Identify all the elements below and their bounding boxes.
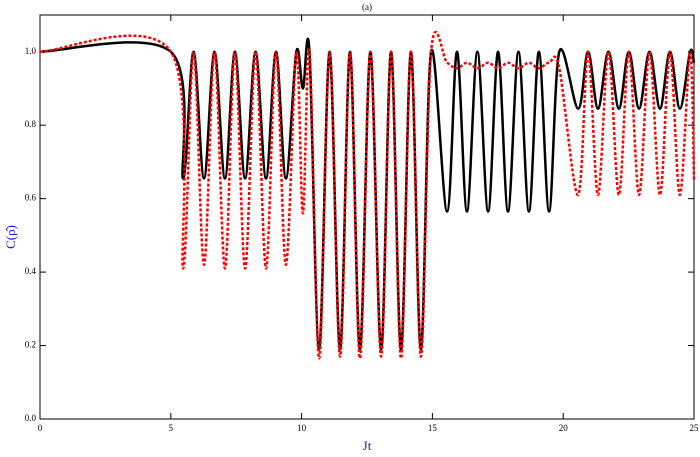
series-line	[39, 30, 696, 360]
series-line	[39, 37, 696, 351]
x-axis-label: Jt	[363, 438, 372, 453]
y-tick-label: 0.2	[25, 340, 36, 350]
y-tick-label: 1.0	[25, 46, 37, 56]
x-tick-label: 10	[297, 423, 307, 433]
chart-title: (a)	[362, 2, 372, 12]
y-tick-label: 0.4	[25, 266, 37, 276]
x-tick-label: 15	[428, 423, 438, 433]
x-tick-label: 0	[38, 423, 43, 433]
y-tick-label: 0.0	[25, 413, 37, 423]
y-axis-label: C(ρ̂)	[3, 225, 18, 249]
y-tick-label: 0.8	[25, 119, 37, 129]
x-tick-label: 25	[690, 423, 700, 433]
x-tick-label: 5	[169, 423, 174, 433]
plot-frame	[39, 14, 695, 420]
y-tick-label: 0.6	[25, 193, 37, 203]
x-tick-label: 20	[559, 423, 569, 433]
